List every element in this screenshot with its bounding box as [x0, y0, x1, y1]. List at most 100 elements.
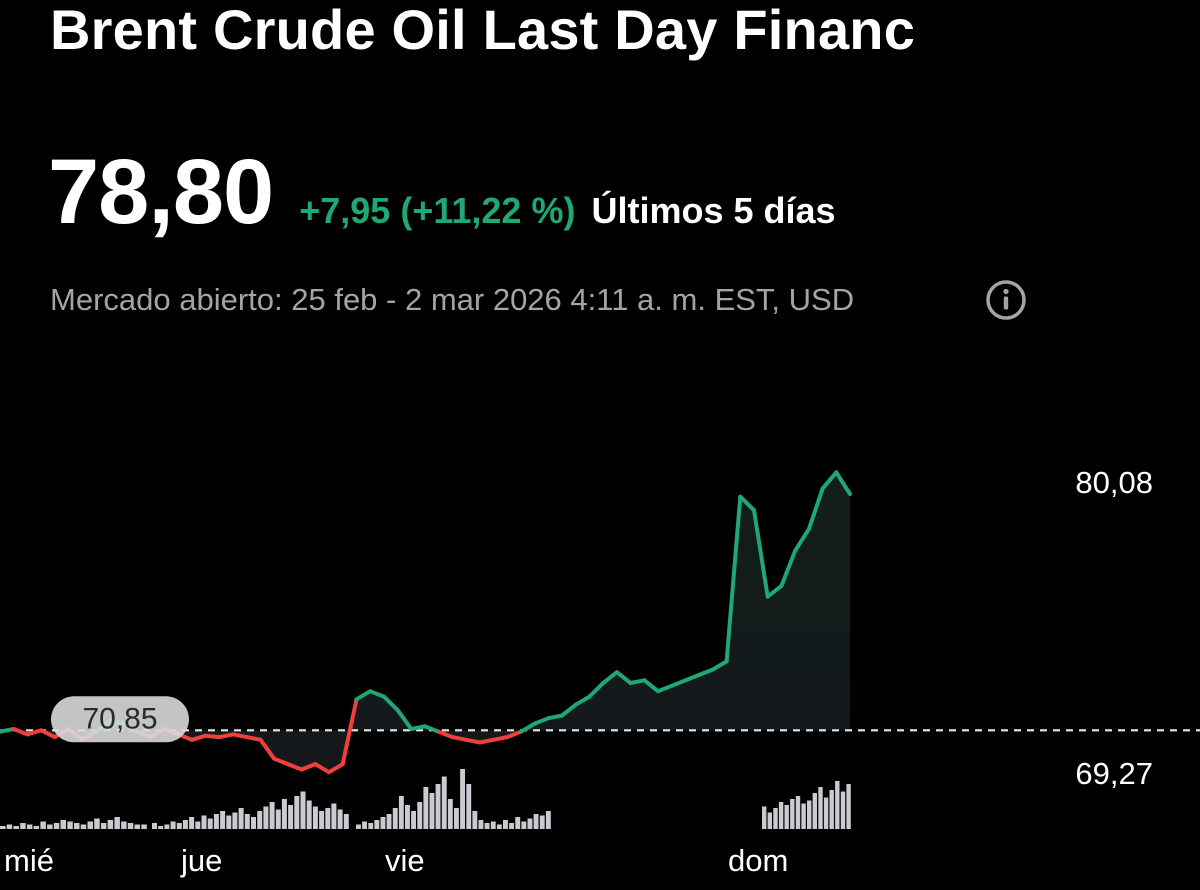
volume-bar	[801, 803, 806, 829]
page-title: Brent Crude Oil Last Day Financ	[50, 0, 916, 61]
volume-bar	[87, 821, 93, 829]
volume-bar	[244, 814, 250, 829]
price-line-segment	[765, 583, 784, 599]
volume-bar	[107, 820, 114, 829]
volume-bar	[213, 814, 219, 829]
volume-bar	[40, 821, 46, 829]
volume-bar	[411, 811, 416, 829]
volume-bar	[53, 823, 60, 829]
volume-bar	[784, 805, 789, 829]
volume-bar	[472, 811, 478, 829]
price-line-segment	[779, 548, 798, 588]
volume-bar	[100, 823, 107, 829]
price-line-segment	[258, 737, 277, 761]
price-line-segment	[519, 721, 537, 734]
volume-bar	[478, 820, 484, 829]
price-line-segment	[505, 729, 523, 740]
volume-bar	[164, 824, 170, 829]
previous-close-badge: 70,85	[51, 696, 189, 743]
price-line-segment	[423, 724, 441, 734]
volume-bar	[238, 808, 244, 829]
volume-bar	[386, 814, 392, 829]
volume-bar	[158, 826, 164, 829]
price-line-segment	[573, 694, 592, 707]
volume-bar	[435, 784, 441, 829]
price-line-segment	[272, 756, 290, 767]
volume-bar	[337, 809, 343, 829]
volume-bar	[134, 824, 140, 829]
price-line-segment	[25, 728, 44, 737]
volume-bar	[114, 817, 120, 829]
volume-bar	[189, 817, 195, 829]
price-line-segment	[368, 689, 386, 699]
volume-bar	[429, 793, 435, 829]
price-line-segment	[39, 728, 57, 740]
volume-bar	[74, 823, 80, 829]
price-line-segment	[464, 737, 482, 745]
volume-bar	[152, 823, 157, 829]
volume-bar	[521, 821, 527, 829]
volume-bar	[127, 823, 134, 829]
volume-bar	[527, 818, 533, 829]
price-line-segment	[532, 716, 551, 726]
price-line-segment	[491, 735, 510, 742]
price-line-segment	[697, 667, 715, 677]
volume-bar	[496, 824, 502, 829]
volume-bar	[20, 823, 26, 829]
volume-bar	[319, 811, 325, 829]
price-line-segment	[793, 527, 811, 553]
volume-bar	[294, 796, 300, 829]
volume-bar	[251, 817, 256, 829]
volume-bar	[812, 793, 817, 829]
volume-bar	[170, 821, 176, 829]
price-line-segment	[546, 713, 565, 721]
y-tick-label: 80,08	[1075, 465, 1153, 500]
price-row: 78,80 +7,95 (+11,22 %) Últimos 5 días	[48, 142, 836, 242]
volume-bar	[176, 823, 182, 829]
volume-bar	[356, 824, 361, 829]
volume-bar	[362, 821, 367, 829]
volume-bar	[454, 808, 459, 829]
price-line-segment	[834, 470, 852, 496]
volume-bar	[47, 824, 53, 829]
market-status: Mercado abierto: 25 feb - 2 mar 2026 4:1…	[50, 282, 855, 317]
price-chart[interactable]: 70,85 80,08 69,27 mié jue vie dom	[0, 380, 1200, 890]
volume-bar	[67, 821, 73, 829]
price-line-segment	[409, 724, 427, 731]
volume-bar	[392, 808, 398, 829]
x-tick-label: dom	[728, 843, 788, 878]
volume-bar	[795, 796, 801, 829]
volume-bar	[201, 815, 207, 829]
volume-bar	[141, 824, 147, 829]
price-line-segment	[11, 727, 30, 737]
price-line-segment	[354, 689, 373, 702]
volume-bar	[331, 803, 337, 829]
info-circle-icon[interactable]	[984, 278, 1028, 322]
area-fill	[0, 472, 850, 773]
price-line-segment	[436, 729, 455, 740]
price-line-segment	[244, 735, 263, 742]
volume-bar	[503, 820, 508, 829]
volume-bar	[515, 817, 521, 829]
volume-bar	[466, 784, 472, 829]
volume-bar	[823, 797, 829, 829]
volume-bar	[195, 821, 201, 829]
volume-bar	[545, 811, 551, 829]
volume-bar	[275, 809, 281, 829]
price-line-segment	[601, 670, 619, 685]
price-line-segment	[285, 762, 304, 772]
volume-bar	[441, 776, 447, 829]
volume-bar	[80, 824, 87, 829]
volume-bar	[226, 815, 232, 829]
period-label[interactable]: Últimos 5 días	[591, 190, 836, 231]
volume-bar	[263, 806, 269, 829]
volume-bar	[60, 820, 66, 829]
volume-bar	[207, 818, 213, 829]
volume-bar	[790, 799, 795, 829]
volume-bar	[288, 805, 294, 829]
volume-bar	[6, 824, 13, 829]
volume-bar	[460, 769, 465, 829]
price-line-segment	[628, 678, 647, 685]
volume-bar	[778, 802, 784, 829]
volume-bars	[0, 769, 851, 829]
